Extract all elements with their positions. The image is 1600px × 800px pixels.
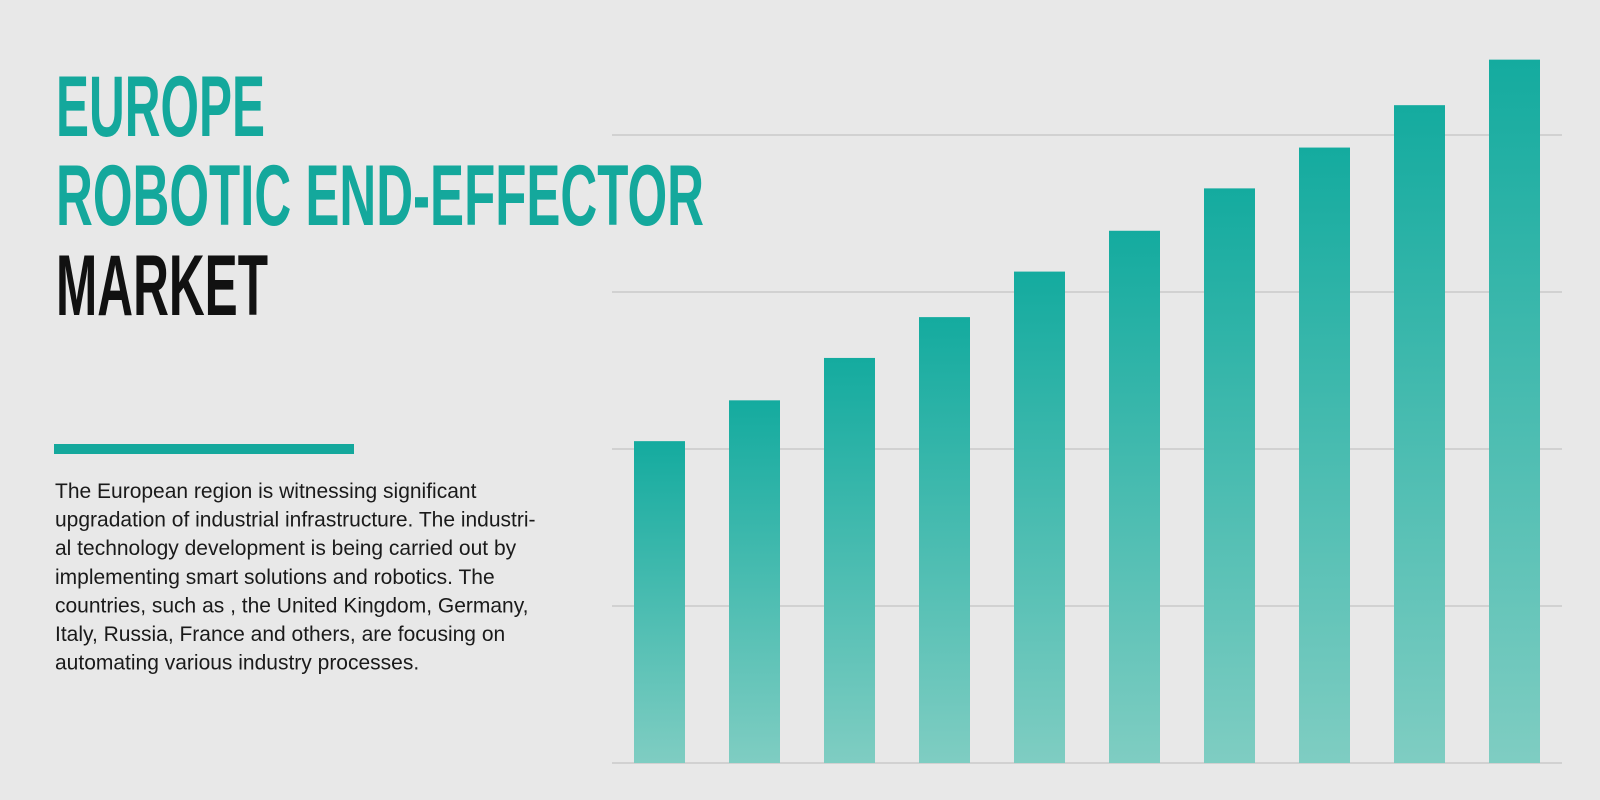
bar — [1109, 230, 1160, 763]
bar — [1394, 105, 1445, 764]
divider — [54, 444, 354, 454]
description-line: Italy, Russia, France and others, are fo… — [55, 623, 505, 646]
bar — [1489, 59, 1540, 763]
bar — [1299, 147, 1350, 763]
title-line: MARKET — [56, 238, 268, 334]
title-line: EUROPE — [56, 59, 265, 155]
description-line: al technology development is being carri… — [55, 537, 517, 560]
description-line: The European region is witnessing signif… — [55, 480, 477, 503]
bar — [634, 441, 685, 763]
bar — [729, 400, 780, 763]
bar — [919, 317, 970, 763]
bar — [1204, 188, 1255, 763]
bar — [1014, 271, 1065, 763]
description-line: countries, such as , the United Kingdom,… — [55, 594, 529, 617]
description-line: implementing smart solutions and robotic… — [55, 566, 495, 589]
title-line: ROBOTIC END-EFFECTOR — [56, 148, 704, 244]
bar — [824, 357, 875, 763]
description-line: automating various industry processes. — [55, 652, 419, 675]
description-line: upgradation of industrial infrastructure… — [55, 509, 536, 532]
